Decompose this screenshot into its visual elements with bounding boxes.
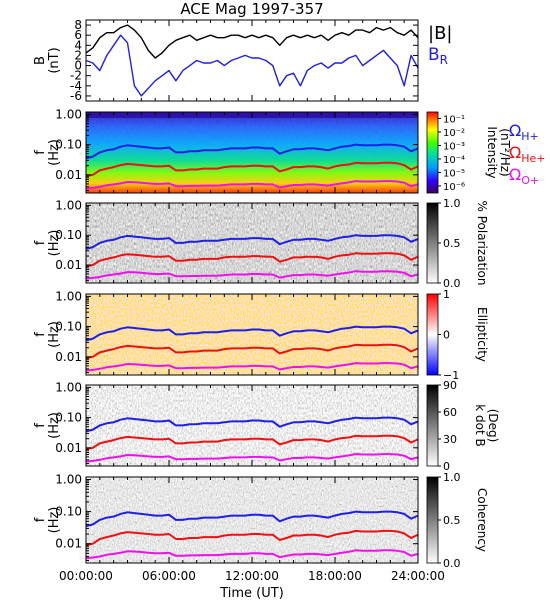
y-axis-unit-kdotb: (Hz) [47,412,62,439]
legend-omega-symbol: Ω [509,143,521,162]
y-tick-label-intensity: 0.01 [55,168,82,182]
y-tick-label-polarization: 0.01 [55,258,82,272]
colorbar-tick-label-coherency: 0.0 [443,557,461,570]
x-tick-label: 24:00:00 [391,569,445,583]
colorbar-label-polarization: % Polarization [475,201,489,286]
colorbar-ellipticity [427,294,438,375]
colorbar-tick-label-kdotb: 90 [443,379,457,392]
colorbar-tick-label-ellipticity: 1 [443,288,450,301]
colorbar-tick-label-polarization: 1.0 [443,197,461,210]
x-tick-label: 18:00:00 [308,569,362,583]
legend-omega-sub: O+ [521,174,539,187]
y-tick-label-coherency: 0.01 [55,537,82,551]
field-panel: |B|BR [86,23,452,96]
colorbar-tick-label-kdotb: 30 [443,433,457,446]
colorbar-polarization [427,203,438,283]
colorbar-tick-label-intensity: 10⁻⁵ [443,168,465,179]
colorbar-label-coherency: Coherency [475,488,489,552]
chart-title: ACE Mag 1997-357 [180,0,323,18]
legend-omega-o-plus: ΩO+ [509,165,539,187]
x-tick-label: 12:00:00 [225,569,279,583]
y-tick-label-coherency: 1.00 [55,473,82,487]
colorbar-intensity [427,112,438,193]
y-axis-unit-field: (nT) [47,47,62,73]
y-axis-label-coherency: f [33,517,48,522]
colorbar-label-ellipticity: Ellipticity [475,307,489,362]
colorbar-tick-label-coherency: 1.0 [443,471,461,484]
colorbar-tick-label-intensity: 10⁻⁶ [443,182,465,193]
legend-b-r: BR [428,45,448,67]
x-tick-label: 00:00:00 [59,569,113,583]
y-axis-label-polarization: f [33,240,48,245]
legend-omega-symbol: Ω [509,121,521,140]
y-tick-label-kdotb: 1.00 [55,380,82,394]
legend-omega-sub: He+ [521,152,545,165]
series-line-b-total [86,25,418,58]
y-axis-unit-coherency: (Hz) [47,507,62,534]
spectrogram-panels [86,112,418,563]
colorbar-tick-label-polarization: 0.5 [443,237,461,250]
colorbar-tick-label-intensity: 10⁻¹ [443,114,465,125]
x-axis-label: Time (UT) [219,586,284,600]
y-axis-label-ellipticity: f [33,332,48,337]
legend-b-r-main: B [428,45,440,65]
y-tick-label-field: -6 [70,89,82,103]
colorbar-tick-label-intensity: 10⁻³ [443,141,465,152]
legend-omega-h-plus: ΩH+ [509,121,539,143]
y-axis-unit-intensity: (Hz) [47,139,62,166]
y-tick-label-kdotb: 0.01 [55,441,82,455]
y-tick-label-intensity: 1.00 [55,107,82,121]
legend-omega-he-plus: ΩHe+ [509,143,546,165]
y-axis-label-intensity: f [33,150,48,155]
y-tick-label-polarization: 1.00 [55,198,82,212]
y-axis-unit-ellipticity: (Hz) [47,321,62,348]
colorbar-label-kdotb: k dot B [473,404,487,446]
colorbar-coherency [427,477,438,563]
colorbars: 10⁻¹10⁻²10⁻³10⁻⁴10⁻⁵10⁻⁶Intensity(nT²/Hz… [427,112,546,570]
colorbar-tick-label-kdotb: 60 [443,406,457,419]
colorbar-label-intensity: Intensity [485,126,499,178]
legend-omega-sub: H+ [521,130,539,143]
colorbar-tick-label-intensity: 10⁻² [443,128,465,139]
y-tick-label-ellipticity: 0.01 [55,350,82,364]
colorbar-unit-kdotb: (Deg) [486,409,500,443]
series-line-b-r [86,35,418,96]
y-axis-label-field: B [33,56,48,65]
y-axis-label-kdotb: f [33,423,48,428]
colorbar-tick-label-coherency: 0.5 [443,514,461,527]
y-axis-unit-polarization: (Hz) [47,230,62,257]
x-tick-label: 06:00:00 [142,569,196,583]
y-tick-label-ellipticity: 1.00 [55,289,82,303]
legend-b-total: |B| [428,23,452,44]
legend-b-r-sub: R [440,53,448,67]
colorbar-tick-label-intensity: 10⁻⁴ [443,155,465,166]
colorbar-kdotb [427,385,438,466]
colorbar-tick-label-ellipticity: 0 [443,329,450,342]
legend-omega-symbol: Ω [509,165,521,184]
